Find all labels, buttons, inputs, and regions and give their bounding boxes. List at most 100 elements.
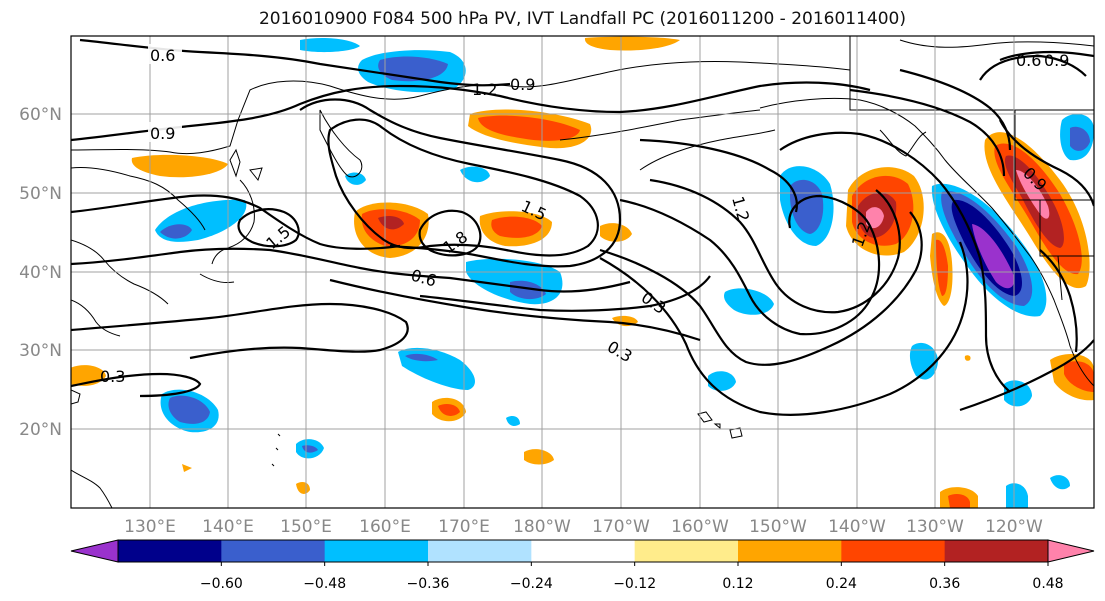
shade-patch-negative: [405, 353, 438, 362]
shade-patch-positive: [182, 464, 192, 472]
shade-patch-negative: [345, 172, 366, 185]
longitude-label: 150°E: [280, 517, 332, 537]
shade-patch-positive: [296, 482, 310, 494]
coastline: [713, 423, 721, 430]
colorbar-bin: [118, 540, 222, 562]
latitude-label: 50°N: [19, 184, 62, 204]
colorbar-tick-label: −0.48: [303, 576, 346, 592]
shade-patch-positive: [491, 216, 542, 238]
contour-line: [849, 88, 1006, 177]
coastline: [559, 109, 761, 141]
colorbar-tick-label: 0.36: [929, 576, 960, 592]
colorbar-tick-label: −0.60: [200, 576, 243, 592]
latitude-label: 30°N: [19, 341, 62, 361]
shade-patch-negative: [724, 288, 774, 315]
contour-label: 0.6: [409, 266, 439, 291]
shade-patch-negative: [909, 342, 938, 380]
colorbar-tick-label: −0.12: [613, 576, 656, 592]
longitude-label: 150°W: [749, 517, 807, 537]
longitude-label: 140°E: [202, 517, 254, 537]
shade-patch-positive: [964, 355, 971, 361]
contour-label: 0.9: [150, 124, 175, 143]
colorbar-bin: [221, 540, 326, 562]
contour-line: [419, 275, 711, 312]
coastline: [899, 39, 1094, 48]
contour-line: [71, 302, 409, 360]
coastline: [71, 167, 206, 231]
contour-line: [1039, 249, 1078, 353]
shade-patch-negative: [1070, 126, 1090, 151]
colorbar-bin: [944, 540, 1049, 562]
contour-line: [649, 178, 901, 314]
longitude-label: 170°E: [438, 517, 490, 537]
coastline: [211, 179, 255, 265]
shade-patch-positive: [131, 154, 228, 178]
contour-line: [779, 131, 1011, 393]
coastline: [71, 469, 113, 508]
contour-line: [299, 98, 622, 268]
contour-label: 0.6: [150, 46, 175, 65]
longitude-label: 140°W: [828, 517, 886, 537]
colorbar-extend-high: [1047, 539, 1095, 563]
coastline: [71, 299, 121, 337]
shade-patch-positive: [438, 404, 460, 416]
contour-line: [899, 68, 1012, 151]
coastline: [879, 129, 927, 157]
colorbar-tick-label: −0.24: [510, 576, 553, 592]
coastline: [71, 389, 81, 405]
colorbar-tick-label: 0.48: [1032, 576, 1063, 592]
colorbar-bin: [531, 540, 636, 562]
coastline: [1057, 255, 1063, 301]
shade-patch-negative: [300, 38, 360, 53]
contour-line: [619, 194, 881, 336]
colorbar-tick-label: −0.36: [407, 576, 450, 592]
colorbar: −0.60 −0.48 −0.36 −0.24 −0.12 0.12 0.24 0.36 0.4…: [70, 539, 1095, 592]
colorbar-tick-label: 0.24: [826, 576, 857, 592]
longitude-label: 160°W: [671, 517, 729, 537]
colorbar-bin: [738, 540, 842, 562]
contour-label: 0.9: [510, 75, 535, 94]
contour-line: [999, 119, 1094, 207]
coastline: [697, 411, 713, 423]
contour-line: [959, 339, 1094, 412]
contour-label: 1.2: [728, 194, 753, 224]
graticule: [71, 36, 1094, 508]
contour-line: [599, 211, 923, 366]
latitude-label: 20°N: [19, 420, 62, 440]
contour-label: 0.3: [604, 337, 636, 366]
shade-patch-positive: [600, 223, 632, 242]
longitude-label: 130°W: [906, 517, 964, 537]
longitude-label: 170°W: [592, 517, 650, 537]
coastline: [1039, 200, 1094, 257]
contour-line: [71, 247, 631, 293]
shade-patch-positive: [866, 207, 884, 229]
shade-patch-negative: [506, 416, 520, 426]
contour-label: 0.3: [638, 288, 670, 318]
latitude-label: 60°N: [19, 105, 62, 125]
map-title: 2016010900 F084 500 hPa PV, IVT Landfall…: [258, 9, 906, 29]
colorbar-bin: [428, 540, 532, 562]
coastline: [759, 97, 1094, 387]
shade-patch-negative: [168, 395, 210, 424]
contour-label: 0.9: [1044, 51, 1069, 70]
coastline: [199, 273, 235, 283]
contour-line: [237, 208, 300, 248]
shade-patch-positive: [948, 494, 970, 508]
contour-line: [327, 118, 599, 257]
contour-line: [71, 372, 202, 398]
colorbar-extend-low: [70, 539, 119, 563]
longitude-label: 120°W: [985, 517, 1043, 537]
coastline: [71, 61, 851, 155]
shade-patch-positive: [1064, 361, 1094, 392]
coastline: [319, 109, 363, 178]
contour-line: [599, 241, 969, 416]
contour-line: [979, 54, 1087, 81]
contour-line: [418, 209, 482, 257]
coastline: [249, 167, 263, 182]
longitude-label: 160°E: [359, 517, 411, 537]
shade-patch-negative: [1050, 475, 1070, 490]
coastline: [639, 129, 776, 171]
pv-contours: [71, 38, 1094, 416]
contour-line: [639, 138, 798, 213]
